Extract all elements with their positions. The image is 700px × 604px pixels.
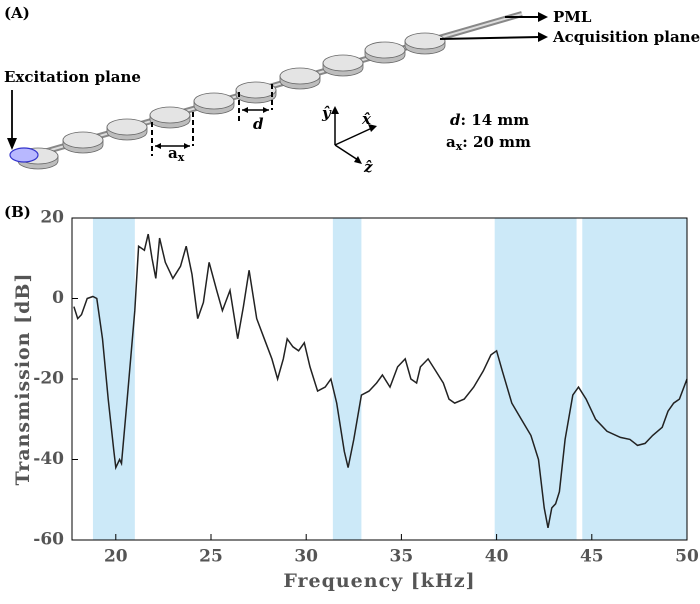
ax-a: a xyxy=(168,144,178,162)
axis-arrow xyxy=(334,144,359,161)
x-axis-label: Frequency [kHz] xyxy=(283,570,475,592)
disk-top xyxy=(235,81,277,99)
excitation-label: Excitation plane xyxy=(4,68,141,86)
plot: -60 -40 -20 0 20 20 25 30 35 40 45 50 Frequency [kHz… xyxy=(12,208,699,593)
arrowhead xyxy=(538,12,548,22)
disk-top xyxy=(404,32,446,50)
arrowhead xyxy=(242,107,269,113)
shaded-band xyxy=(92,218,135,540)
d-dim-label: d xyxy=(253,115,264,133)
disk-top xyxy=(279,67,321,85)
x-tick-label: 20 xyxy=(104,547,128,567)
disk-top xyxy=(193,92,235,110)
acquisition-label: Acquisition plane xyxy=(552,28,700,46)
y-tick-label: 0 xyxy=(52,288,64,308)
x-tick-label: 45 xyxy=(580,547,604,567)
axis-arrow xyxy=(334,127,373,146)
shaded-band xyxy=(494,218,577,540)
x-tick-label: 30 xyxy=(294,547,318,567)
shaded-band xyxy=(332,218,362,540)
d-rest: : 14 mm xyxy=(461,111,530,129)
y-axis-label: Transmission [dB] xyxy=(12,273,34,486)
x-tick-label: 50 xyxy=(675,547,699,567)
d-value: d: 14 mm xyxy=(450,111,529,129)
panel-label: (A) xyxy=(4,4,30,22)
y-tick-label: -20 xyxy=(33,369,64,389)
disk-top xyxy=(149,106,191,124)
panel-label: (B) xyxy=(4,203,31,221)
arrowhead xyxy=(368,124,377,132)
ax-value: ax: 20 mm xyxy=(446,133,531,153)
x-tick-label: 25 xyxy=(199,547,223,567)
ax-sub: x xyxy=(178,151,185,164)
ax-sub: x xyxy=(456,140,463,153)
resonators xyxy=(17,32,446,170)
arrow xyxy=(439,36,541,40)
x-axis-symbol: x̂ xyxy=(361,110,372,128)
disk-top xyxy=(106,118,148,136)
ax-dim-label: ax xyxy=(168,144,185,164)
z-axis-symbol: ẑ xyxy=(363,158,373,176)
arrowhead xyxy=(7,138,17,150)
x-tick-label: 35 xyxy=(390,547,414,567)
ax-rest: : 20 mm xyxy=(462,133,531,151)
x-tick-label: 40 xyxy=(485,547,509,567)
data-line xyxy=(73,233,688,529)
excitation-marker xyxy=(9,147,39,163)
y-tick-label: 20 xyxy=(40,208,64,228)
y-tick-label: -60 xyxy=(33,530,64,550)
y-tick-label: -40 xyxy=(33,449,64,469)
ax-a: a xyxy=(446,133,456,151)
disk-top xyxy=(364,41,406,59)
shaded-band xyxy=(582,218,687,540)
y-axis-symbol: ŷ xyxy=(321,104,332,122)
panel-a: (A) Excitation plane PML Acquisition pla… xyxy=(4,4,700,176)
arrowhead xyxy=(331,106,339,114)
d-symbol: d xyxy=(450,111,461,129)
pml-label: PML xyxy=(553,8,592,26)
arrowhead xyxy=(354,156,362,164)
disk-top xyxy=(62,131,104,149)
arrowhead xyxy=(538,32,548,42)
disk-top xyxy=(322,54,364,72)
